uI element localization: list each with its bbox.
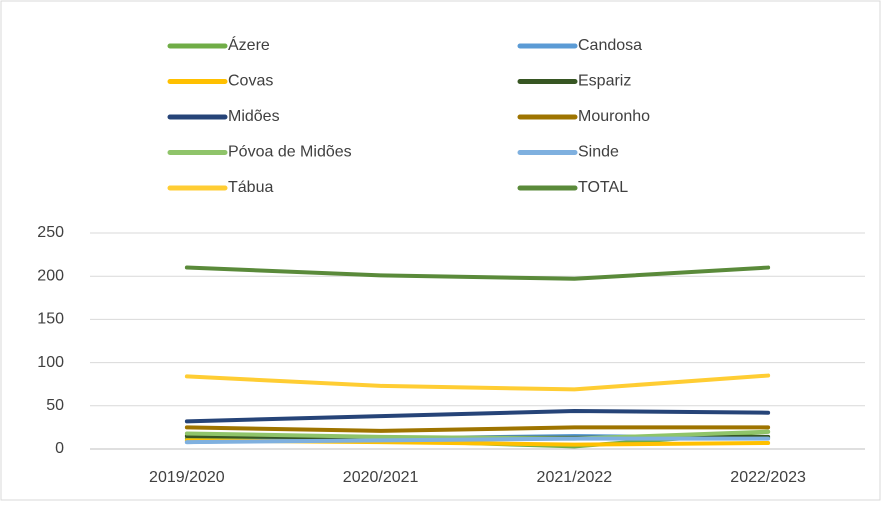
series-line xyxy=(184,265,771,281)
y-tick-label: 200 xyxy=(37,267,64,284)
series-line xyxy=(184,436,771,445)
legend-label: Covas xyxy=(228,73,273,90)
y-tick-label: 250 xyxy=(37,224,64,241)
legend-label: Espariz xyxy=(578,73,631,90)
legend-label: Póvoa de Midões xyxy=(228,144,352,161)
y-tick-label: 50 xyxy=(46,397,64,414)
legend-label: Mouronho xyxy=(578,108,650,125)
series-line xyxy=(184,408,771,424)
legend-label: TOTAL xyxy=(578,179,628,196)
x-tick-label: 2020/2021 xyxy=(343,469,419,486)
x-tick-label: 2019/2020 xyxy=(149,469,225,486)
series-line xyxy=(184,373,771,392)
legend-label: Candosa xyxy=(578,37,642,54)
x-tick-label: 2022/2023 xyxy=(730,469,806,486)
legend-label: Midões xyxy=(228,108,280,125)
legend-label: Tábua xyxy=(228,179,273,196)
y-tick-label: 150 xyxy=(37,311,64,328)
legend-label: Ázere xyxy=(228,35,270,54)
y-tick-label: 100 xyxy=(37,354,64,371)
x-tick-label: 2021/2022 xyxy=(537,469,613,486)
y-tick-label: 0 xyxy=(55,440,64,457)
series-line xyxy=(184,425,771,433)
legend-label: Sinde xyxy=(578,144,619,161)
